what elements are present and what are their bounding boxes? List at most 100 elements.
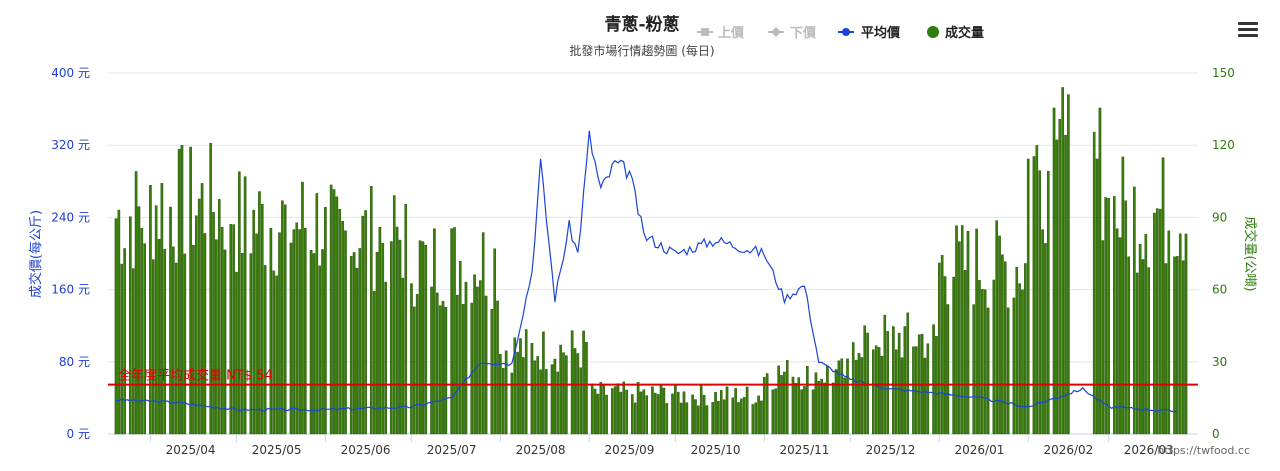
volume-bar[interactable] [937,262,941,435]
volume-bar[interactable] [149,185,152,435]
volume-bar[interactable] [364,210,367,435]
volume-bar[interactable] [151,259,155,435]
volume-bar[interactable] [197,198,201,435]
volume-bar[interactable] [872,349,875,435]
volume-bar[interactable] [1032,156,1036,435]
volume-bar[interactable] [897,332,901,435]
volume-bar[interactable] [510,372,514,435]
volume-bar[interactable] [473,274,476,435]
volume-bar[interactable] [263,265,267,435]
volume-bar[interactable] [645,395,648,435]
volume-bar[interactable] [553,358,557,435]
volume-bar[interactable] [355,267,359,435]
volume-bar[interactable] [777,365,780,435]
volume-bar[interactable] [906,312,910,435]
volume-bar[interactable] [275,275,278,435]
volume-bar[interactable] [530,343,534,435]
volume-bar[interactable] [806,365,809,435]
volume-bar[interactable] [1061,87,1064,435]
volume-bar[interactable] [533,360,537,435]
volume-bar[interactable] [1055,139,1059,435]
volume-bar[interactable] [651,386,654,435]
volume-bar[interactable] [137,206,141,435]
volume-bar[interactable] [725,386,729,435]
volume-bar[interactable] [1012,297,1016,435]
volume-bar[interactable] [1138,243,1142,435]
volume-bar[interactable] [843,377,846,435]
volume-bar[interactable] [522,357,525,435]
volume-bar[interactable] [892,326,895,435]
volume-bar[interactable] [1158,208,1162,435]
volume-bar[interactable] [324,206,327,435]
hamburger-icon[interactable] [1238,22,1258,37]
volume-bar[interactable] [1052,107,1056,435]
volume-bar[interactable] [479,280,482,435]
volume-bar[interactable] [854,359,858,435]
volume-bar[interactable] [1092,131,1096,435]
volume-bar[interactable] [203,233,207,435]
volume-bar[interactable] [757,395,760,435]
volume-bar[interactable] [932,324,935,435]
volume-bar[interactable] [915,346,918,435]
volume-bar[interactable] [840,358,844,435]
volume-bar[interactable] [800,389,803,435]
volume-bar[interactable] [421,241,425,435]
volume-bar[interactable] [261,203,264,435]
volume-bar[interactable] [903,326,907,435]
volume-bar[interactable] [536,356,539,435]
volume-bar[interactable] [1047,170,1050,435]
volume-bar[interactable] [424,244,428,435]
volume-bar[interactable] [1164,263,1168,435]
volume-bar[interactable] [461,303,465,435]
volume-bar[interactable] [986,307,990,435]
volume-bar[interactable] [450,228,453,435]
volume-bar[interactable] [499,354,502,435]
volume-bar[interactable] [585,341,588,435]
volume-bar[interactable] [283,204,287,435]
volume-bar[interactable] [304,227,307,435]
volume-bar[interactable] [140,228,144,435]
volume-bar[interactable] [765,373,769,435]
volume-bar[interactable] [395,226,399,435]
volume-bar[interactable] [550,364,554,435]
volume-bar[interactable] [223,249,227,435]
volume-bar[interactable] [978,280,981,435]
volume-bar[interactable] [894,349,898,435]
volume-bar[interactable] [740,398,743,435]
volume-bar[interactable] [458,261,462,435]
volume-bar[interactable] [923,357,927,435]
volume-bar[interactable] [582,330,585,435]
volume-bar[interactable] [717,401,720,435]
volume-bar[interactable] [960,225,964,435]
volume-bar[interactable] [1115,228,1119,435]
volume-bar[interactable] [958,241,961,435]
volume-bar[interactable] [1021,289,1024,435]
volume-bar[interactable] [1035,145,1039,435]
volume-bar[interactable] [1001,254,1004,435]
volume-bar[interactable] [160,183,164,435]
volume-bar[interactable] [565,355,568,435]
volume-bar[interactable] [493,248,496,435]
volume-bar[interactable] [851,342,855,435]
volume-bar[interactable] [1133,186,1136,435]
volume-bar[interactable] [751,404,755,435]
volume-bar[interactable] [633,402,637,435]
volume-bar[interactable] [174,262,178,435]
volume-bar[interactable] [240,253,244,435]
volume-bar[interactable] [1044,243,1047,435]
volume-bar[interactable] [877,347,881,435]
volume-bar[interactable] [189,146,192,435]
volume-bar[interactable] [301,181,304,435]
volume-bar[interactable] [1184,233,1188,435]
volume-bar[interactable] [519,338,522,435]
volume-bar[interactable] [570,330,574,435]
legend-item-low[interactable]: 下價 [768,25,817,41]
volume-bar[interactable] [398,239,402,435]
volume-bar[interactable] [332,189,336,435]
volume-bar[interactable] [318,265,321,435]
volume-bar[interactable] [289,242,293,435]
volume-bar[interactable] [315,193,319,435]
volume-bar[interactable] [1107,198,1110,435]
volume-bar[interactable] [1006,307,1010,435]
volume-bar[interactable] [504,350,508,435]
